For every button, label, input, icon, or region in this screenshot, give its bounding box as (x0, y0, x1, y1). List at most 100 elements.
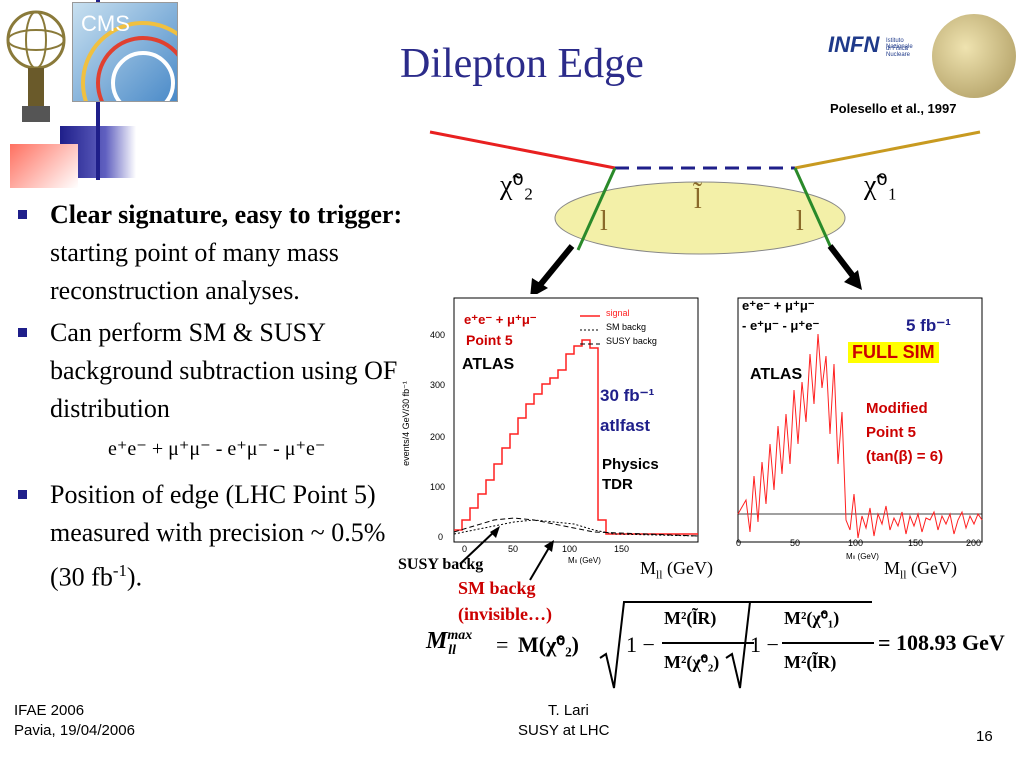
cms-logo-text: CMS (81, 11, 130, 36)
corner-decoration-red (10, 144, 78, 188)
footer-left-2: Pavia, 19/04/2006 (14, 722, 135, 739)
plot-1-ylabel: events/4 GeV/30 fb⁻¹ (400, 381, 411, 466)
plot-2-channel-1: e⁺e⁻ + μ⁺μ⁻ (742, 298, 815, 313)
infn-logo: INFN Istituto Nazionale di Fisica Nuclea… (828, 32, 928, 82)
plot-2-xlabel: Mₗₗ (GeV) (846, 552, 879, 561)
mass-edge-equation: Mmaxll = M(χ̃⁰₂) 1 − M²(l̃R) M²(χ̃⁰₂) 1 … (426, 600, 1006, 692)
eq-equals: = (496, 632, 509, 657)
plot-1-xlabel: Mₗₗ (GeV) (568, 556, 601, 565)
bullet-2: Can perform SM & SUSY background subtrac… (18, 314, 418, 428)
eq-one-2: 1 − (750, 632, 779, 657)
reference-label: Polesello et al., 1997 (830, 101, 957, 116)
bullet-3-tail: ). (126, 562, 143, 592)
eq-lhs-sup: max (447, 628, 473, 643)
bullet-list: Clear signature, easy to trigger: starti… (18, 196, 418, 601)
plot-2-mod-2: Point 5 (866, 424, 917, 441)
plot-2-fullsim: FULL SIM (848, 342, 939, 363)
bullet-marker (18, 328, 27, 337)
lepton-label-right: l (796, 206, 804, 237)
atlas-statue-logo (4, 2, 68, 124)
plot-2-frame (737, 297, 983, 543)
eq-frac2-bar (782, 642, 874, 644)
plot-1-canvas (453, 297, 699, 543)
eq-frac1-num: M²(l̃R) (664, 608, 717, 628)
plot-1: signal SM backg SUSY backg e⁺e⁻ + μ⁺μ⁻ P… (400, 294, 704, 565)
plot-2-axis-m: M (884, 558, 901, 578)
bullet-marker (18, 210, 27, 219)
sm-arrow (529, 545, 551, 581)
plot-1-axis-label: Mll (GeV) (640, 558, 713, 582)
legend-sm: SM backg (606, 322, 647, 332)
lepton-line-right (793, 167, 834, 251)
plot-1-xtick-1: 50 (508, 544, 519, 554)
bullet-3-sup: -1 (112, 561, 127, 580)
annotation-arrows (459, 526, 554, 581)
plot-2-canvas (737, 297, 983, 543)
plot-1-ytick-3: 100 (430, 482, 446, 492)
plot-2-axis-unit: (GeV) (906, 558, 957, 578)
plot-1-xtick-0: 0 (462, 544, 468, 554)
sqrt-sign-1 (599, 601, 756, 689)
bullet-1-text: starting point of many mass reconstructi… (50, 238, 339, 305)
slepton-label: l̃ (693, 182, 703, 215)
plot-1-sim: atlfast (600, 416, 651, 435)
infn-logo-sub1: Istituto Nazionale (886, 38, 913, 50)
plot-1-axis-unit: (GeV) (662, 558, 713, 578)
susy-arrow (459, 529, 497, 565)
plot-1-lumi: 30 fb⁻¹ (600, 386, 655, 405)
ellipse-highlight (554, 181, 846, 255)
bullet-2-text: Can perform SM & SUSY background subtrac… (50, 318, 398, 423)
plot-2-axis-label: Mll (GeV) (884, 558, 957, 582)
plot-2-mod-1: Modified (866, 400, 928, 417)
arrow-right (827, 244, 859, 282)
footer-center-1: T. Lari (548, 702, 589, 719)
plot-2-xtick-0: 0 (736, 538, 742, 548)
of-formula: e⁺e⁻ + μ⁺μ⁻ - e⁺μ⁻ - μ⁺e⁻ (108, 438, 326, 460)
chi1-line (794, 130, 981, 170)
bullet-3: Position of edge (LHC Point 5) measured … (18, 476, 418, 597)
plot-2-xtick-3: 150 (908, 538, 924, 548)
eq-lhs: Mmaxll (426, 628, 473, 658)
infn-logo-text: INFN (828, 32, 880, 57)
of-subtracted-histogram (737, 333, 983, 539)
plot-1-xtick-3: 150 (614, 544, 630, 554)
plot-1-axis-sub: ll (656, 568, 663, 582)
sqrt-sign-2 (725, 601, 872, 689)
plot-2-lumi: 5 fb⁻¹ (906, 316, 951, 335)
lepton-line-left (576, 167, 617, 251)
plot-2-mod-3: (tan(β) = 6) (866, 448, 944, 465)
plot-2-xtick-4: 200 (966, 538, 982, 548)
eq-result: = 108.93 GeV (878, 630, 1005, 655)
bullet-1: Clear signature, easy to trigger: starti… (18, 196, 418, 310)
plot-1-ytick-0: 400 (430, 330, 446, 340)
plot-1-axis-m: M (640, 558, 657, 578)
eq-frac2-den: M²(l̃R) (784, 652, 837, 672)
plot-1-frame (453, 297, 699, 543)
plot-1-ytick-4: 0 (438, 532, 444, 542)
footer-left-1: IFAE 2006 (14, 702, 85, 719)
bullet-3-text: Position of edge (LHC Point 5) measured … (50, 480, 386, 592)
plot-1-tdr-1: Physics (602, 456, 659, 473)
eq-one-1: 1 − (626, 632, 655, 657)
legend-signal: signal (606, 308, 630, 318)
eq-frac1-den: M²(χ̃⁰₂) (664, 652, 720, 672)
plot-1-channel: e⁺e⁻ + μ⁺μ⁻ (464, 312, 537, 327)
plot-1-ytick-1: 300 (430, 380, 446, 390)
plot-2-xtick-2: 100 (848, 538, 864, 548)
footer-center-2: SUSY at LHC (518, 722, 610, 739)
plot-1-xtick-2: 100 (562, 544, 578, 554)
bullet-marker (18, 490, 27, 499)
page-number: 16 (976, 728, 993, 745)
susy-backg-histogram (453, 517, 699, 537)
eq-mchi2: M(χ̃⁰₂) (518, 632, 579, 657)
annotation-susy-backg: SUSY backg (398, 556, 484, 573)
decay-diagram: χ̃⁰₂ χ̃⁰₁ l̃ l l (429, 130, 981, 298)
eq-frac1-bar (662, 642, 754, 644)
chi2-line (429, 130, 616, 170)
plot-2-xtick-1: 50 (790, 538, 801, 548)
signal-histogram (454, 339, 698, 535)
annotation-invisible: (invisible…) (458, 604, 553, 624)
eq-frac2-num: M²(χ̃⁰₁) (784, 608, 840, 628)
cms-logo: CMS (72, 2, 205, 145)
plot-2-channel-2: - e⁺μ⁻ - μ⁺e⁻ (742, 318, 820, 333)
